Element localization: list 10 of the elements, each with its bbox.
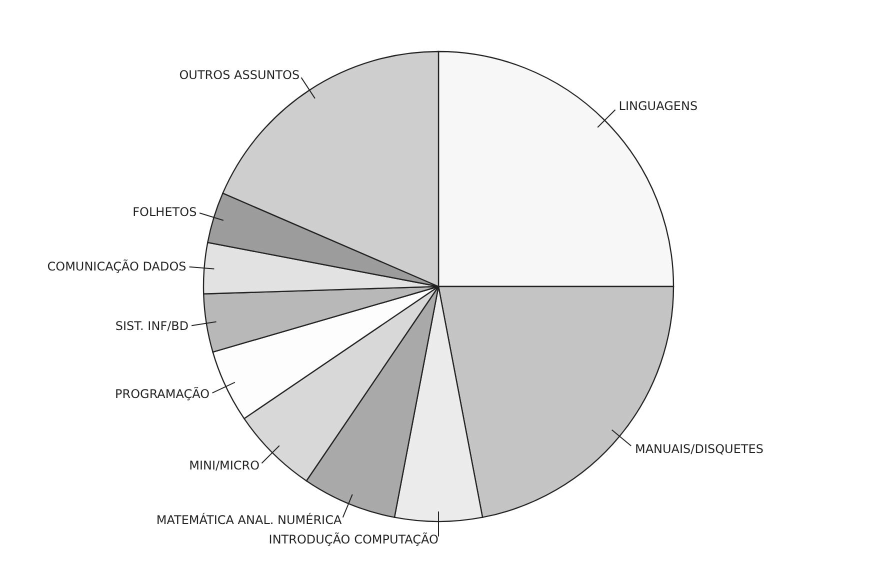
slice-label: MATEMÁTICA ANAL. NUMÉRICA [156, 512, 342, 528]
slice-label: LINGUAGENS [618, 99, 698, 114]
slice-label: MINI/MICRO [189, 458, 260, 472]
slice-label: INTRODUÇÃO COMPUTAÇÃO [268, 532, 438, 546]
slice-label: FOLHETOS [132, 205, 197, 220]
slice-label: PROGRAMAÇÃO [115, 386, 210, 402]
slice-label: MANUAIS/DISQUETES [634, 442, 764, 456]
slice-label: OUTROS ASSUNTOS [179, 68, 300, 82]
slice-label: COMUNICAÇÃO DADOS [47, 258, 186, 274]
slice-label: SIST. INF/BD [115, 319, 189, 334]
